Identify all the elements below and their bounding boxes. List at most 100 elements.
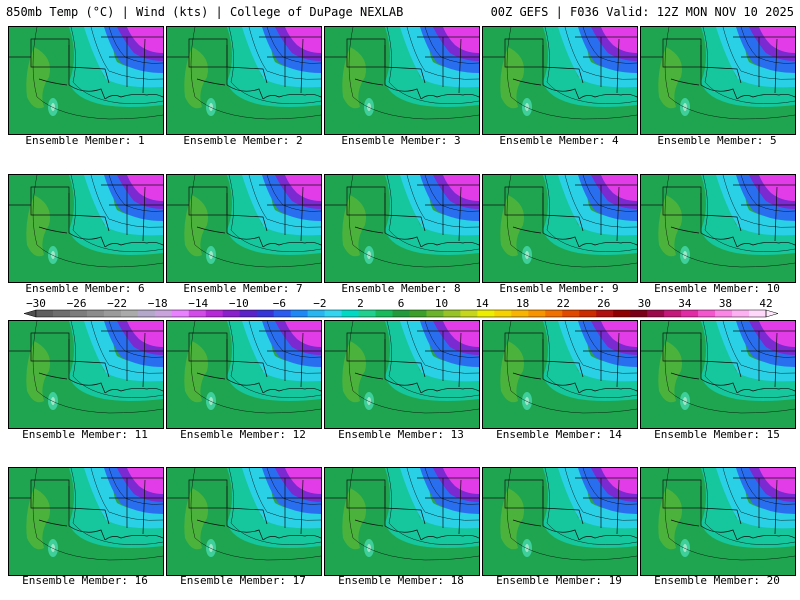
ensemble-map-panel xyxy=(482,174,638,283)
ensemble-map-panel xyxy=(640,174,796,283)
temperature-map-image xyxy=(483,321,637,428)
temperature-colorbar: −30 −26 −22 −18 −14 −10 −6 −2 2 6 10 14 18 22 26 30 34 38… xyxy=(0,296,800,320)
colorbar-swatch xyxy=(307,310,326,317)
ensemble-map-panel xyxy=(324,174,480,283)
colorbar-tick-label: −10 xyxy=(229,297,249,310)
colorbar-tick-label: 14 xyxy=(475,297,489,310)
ensemble-member-label: Ensemble Member: 3 xyxy=(341,134,461,147)
colorbar-swatch xyxy=(511,310,529,317)
header-title-right: 00Z GEFS | F036 Valid: 12Z MON NOV 10 20… xyxy=(490,5,794,19)
ensemble-map-panel xyxy=(8,174,164,283)
temperature-map-image xyxy=(325,468,479,575)
colorbar-tick-label: −2 xyxy=(313,297,326,310)
temperature-map-image xyxy=(9,321,163,428)
colorbar-swatch xyxy=(205,310,224,317)
colorbar-swatch xyxy=(664,310,682,317)
colorbar-tick-label: −30 xyxy=(26,297,46,310)
colorbar-swatch xyxy=(154,310,173,317)
ensemble-map-panel xyxy=(324,467,480,576)
colorbar-swatch xyxy=(222,310,241,317)
colorbar-swatch xyxy=(698,310,716,317)
temperature-map-image xyxy=(325,27,479,134)
ensemble-map-panel xyxy=(8,26,164,135)
colorbar-swatch xyxy=(630,310,648,317)
colorbar-swatch xyxy=(732,310,750,317)
colorbar-tick-label: 30 xyxy=(638,297,651,310)
temperature-map-image xyxy=(167,175,321,282)
colorbar-swatch xyxy=(341,310,359,317)
colorbar-tick-label: −22 xyxy=(107,297,127,310)
ensemble-map-panel xyxy=(166,174,322,283)
colorbar-swatch xyxy=(290,310,309,317)
colorbar-swatch xyxy=(358,310,376,317)
colorbar-swatch xyxy=(52,310,71,317)
header-title-left: 850mb Temp (°C) | Wind (kts) | College o… xyxy=(6,5,404,19)
colorbar-swatch xyxy=(460,310,478,317)
colorbar-swatch xyxy=(647,310,665,317)
ensemble-map-panel xyxy=(324,26,480,135)
colorbar-right-arrow xyxy=(765,309,779,318)
colorbar-swatch xyxy=(103,310,122,317)
colorbar-tick-label: 38 xyxy=(719,297,732,310)
temperature-map-image xyxy=(641,468,795,575)
colorbar-tick-label: −14 xyxy=(188,297,208,310)
temperature-map-image xyxy=(641,27,795,134)
ensemble-map-panel xyxy=(482,26,638,135)
ensemble-map-panel xyxy=(166,26,322,135)
temperature-map-image xyxy=(9,175,163,282)
ensemble-member-label: Ensemble Member: 18 xyxy=(338,574,464,587)
colorbar-tick-label: 2 xyxy=(357,297,364,310)
ensemble-map-panel xyxy=(8,320,164,429)
colorbar-swatch xyxy=(324,310,342,317)
ensemble-member-label: Ensemble Member: 15 xyxy=(654,428,780,441)
colorbar-swatch xyxy=(188,310,207,317)
colorbar-swatch xyxy=(375,310,393,317)
colorbar-tick-label: 6 xyxy=(398,297,405,310)
colorbar-swatch xyxy=(409,310,427,317)
ensemble-map-panel xyxy=(640,320,796,429)
ensemble-map-panel xyxy=(640,467,796,576)
colorbar-swatch xyxy=(256,310,275,317)
ensemble-member-label: Ensemble Member: 8 xyxy=(341,282,461,295)
colorbar-tick-label: 18 xyxy=(516,297,529,310)
ensemble-map-panel xyxy=(8,467,164,576)
colorbar-swatch xyxy=(562,310,580,317)
colorbar-tick-label: 26 xyxy=(597,297,610,310)
colorbar-tick-label: 22 xyxy=(557,297,570,310)
temperature-map-image xyxy=(167,321,321,428)
ensemble-member-label: Ensemble Member: 16 xyxy=(22,574,148,587)
colorbar-tick-label: −6 xyxy=(273,297,286,310)
colorbar-swatch xyxy=(120,310,139,317)
colorbar-tick-label: 10 xyxy=(435,297,448,310)
colorbar-swatch xyxy=(443,310,461,317)
temperature-map-image xyxy=(9,468,163,575)
temperature-map-image xyxy=(641,175,795,282)
colorbar-swatch xyxy=(69,310,88,317)
temperature-map-image xyxy=(167,468,321,575)
colorbar-swatch xyxy=(36,310,54,317)
temperature-map-image xyxy=(9,27,163,134)
temperature-map-image xyxy=(641,321,795,428)
ensemble-member-label: Ensemble Member: 11 xyxy=(22,428,148,441)
ensemble-member-label: Ensemble Member: 19 xyxy=(496,574,622,587)
ensemble-map-panel xyxy=(640,26,796,135)
colorbar-tick-label: −26 xyxy=(67,297,87,310)
colorbar-swatch xyxy=(392,310,410,317)
colorbar-left-arrow xyxy=(23,309,37,318)
ensemble-member-label: Ensemble Member: 12 xyxy=(180,428,306,441)
colorbar-tick-label: 42 xyxy=(759,297,772,310)
colorbar-tick-label: 34 xyxy=(678,297,692,310)
ensemble-member-label: Ensemble Member: 7 xyxy=(183,282,303,295)
ensemble-member-label: Ensemble Member: 5 xyxy=(657,134,777,147)
ensemble-member-label: Ensemble Member: 6 xyxy=(25,282,145,295)
colorbar-tick-label: −18 xyxy=(148,297,168,310)
colorbar-swatch xyxy=(239,310,258,317)
temperature-map-image xyxy=(167,27,321,134)
colorbar-swatch xyxy=(426,310,444,317)
colorbar-swatch xyxy=(681,310,699,317)
colorbar-swatch xyxy=(545,310,563,317)
temperature-map-image xyxy=(325,321,479,428)
ensemble-member-label: Ensemble Member: 4 xyxy=(499,134,619,147)
ensemble-member-label: Ensemble Member: 2 xyxy=(183,134,303,147)
colorbar-swatch xyxy=(715,310,733,317)
